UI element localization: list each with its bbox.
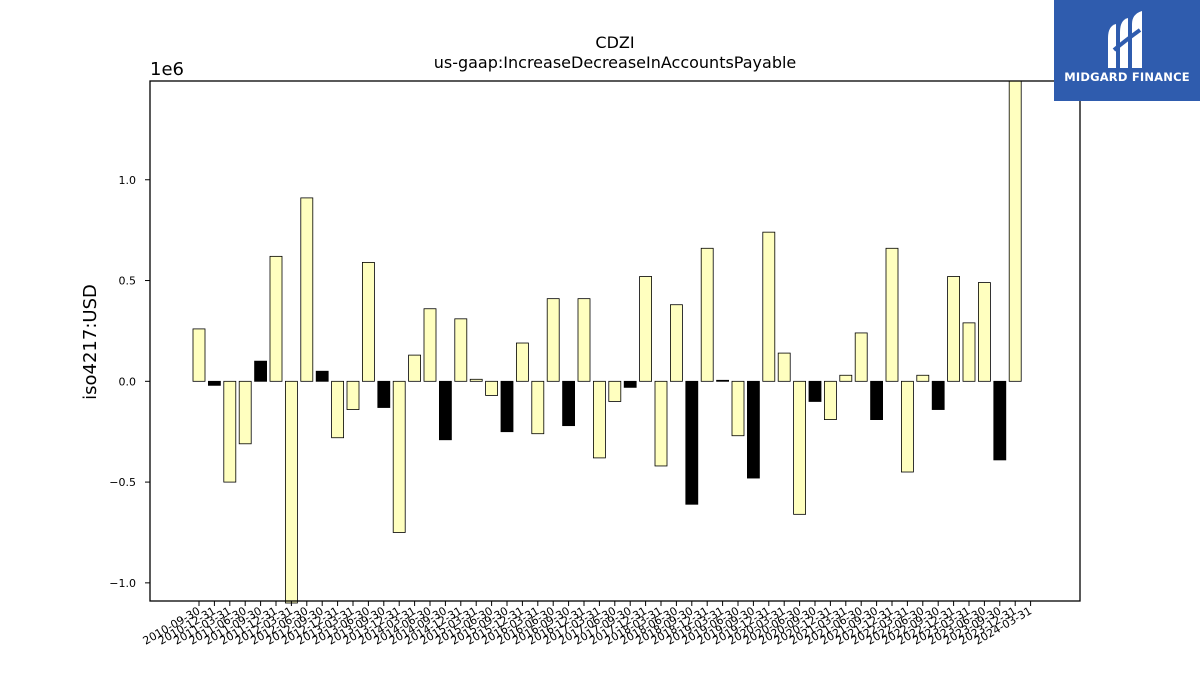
bar-2023-09-30	[993, 380, 1007, 461]
bar-2016-03-31	[531, 380, 545, 435]
bar-2019-09-30	[747, 380, 760, 479]
bar-2018-06-30	[670, 304, 683, 382]
y-multiplier-label: 1e6	[150, 59, 184, 80]
bar-2018-03-31	[654, 380, 668, 467]
bar-2015-09-30	[500, 380, 514, 433]
y-tick-label: −1.0	[109, 577, 136, 590]
bar-2019-12-31	[762, 231, 776, 382]
bar-2018-12-31	[700, 247, 714, 382]
bar-2016-06-30	[546, 298, 560, 382]
bar-2011-03-31	[223, 380, 237, 483]
bar-2020-03-31	[777, 352, 791, 382]
bar-2015-12-31	[516, 342, 529, 382]
y-axis-label: iso4217:USD	[80, 284, 101, 400]
chart-subtitle: us-gaap:IncreaseDecreaseInAccountsPayabl…	[434, 53, 797, 72]
bar-2013-03-31	[346, 380, 360, 410]
bar-2015-03-31	[469, 378, 483, 382]
bar-2021-09-30	[870, 380, 883, 420]
bar-2020-12-31	[824, 380, 837, 420]
midgard-logo-icon	[1108, 11, 1142, 68]
midgard-finance-logo: MIDGARD FINANCE	[1054, 0, 1200, 101]
bar-2012-06-30	[300, 197, 314, 382]
bar-2019-06-30	[731, 380, 745, 437]
bar-2017-03-31	[593, 380, 606, 459]
bar-2023-03-31	[962, 322, 976, 382]
y-tick-label: 1.0	[119, 174, 137, 187]
bar-2013-12-31	[392, 380, 406, 533]
bar-2014-12-31	[454, 318, 468, 382]
bar-2023-06-30	[978, 282, 991, 382]
bar-2014-09-30	[438, 380, 452, 441]
y-tick-label: 0.0	[119, 375, 137, 388]
bar-2021-06-30	[854, 332, 868, 382]
bar-2021-12-31	[885, 247, 899, 382]
bar-2022-09-30	[931, 380, 945, 410]
bar-2022-06-30	[916, 374, 930, 382]
bar-2011-12-31	[269, 255, 283, 382]
bar-2020-09-30	[808, 380, 822, 402]
watermark-text: MIDGARD FINANCE	[1064, 70, 1190, 84]
bar-2016-09-30	[562, 380, 575, 427]
bar-2014-03-31	[408, 354, 422, 382]
bar-2012-12-31	[331, 380, 345, 439]
bar-2020-06-30	[793, 380, 806, 515]
y-tick-label: −0.5	[109, 476, 136, 489]
bar-2015-06-30	[485, 380, 499, 396]
bar-2019-03-31	[716, 379, 729, 382]
bar-2022-12-31	[947, 276, 960, 382]
chart-title: CDZI	[595, 33, 634, 52]
bar-2013-06-30	[361, 261, 375, 382]
bar-2022-03-31	[901, 380, 914, 473]
bar-2017-09-30	[623, 380, 637, 388]
bar-2014-06-30	[423, 308, 437, 382]
bar-2011-06-30	[238, 380, 252, 445]
bar-2016-12-31	[577, 298, 591, 382]
bar-2013-09-30	[377, 380, 391, 408]
bar-2011-09-30	[254, 360, 268, 382]
bar-2018-09-30	[685, 380, 699, 505]
bar-2010-12-31	[207, 380, 221, 386]
bar-2023-12-31	[1008, 80, 1022, 382]
bars-layer	[192, 80, 1022, 604]
bar-2012-03-31	[284, 380, 298, 604]
axes-layer: −1.0−0.50.00.51.02010-09-302010-12-31201…	[109, 80, 1081, 648]
y-tick-label: 0.5	[119, 275, 137, 288]
bar-2017-12-31	[639, 276, 652, 382]
bar-2017-06-30	[608, 380, 622, 402]
bar-2012-09-30	[315, 370, 329, 382]
bar-2021-03-31	[839, 374, 853, 382]
bar-2010-09-30	[192, 328, 206, 382]
